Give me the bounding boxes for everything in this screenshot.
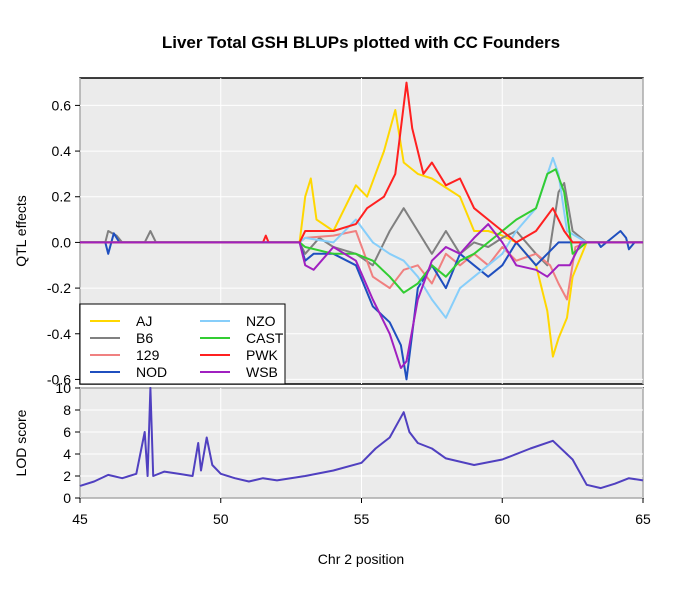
legend-label-b6: B6 bbox=[136, 330, 153, 346]
effects-y-tick-label-4: 0.2 bbox=[52, 189, 72, 205]
effects-series-pwk bbox=[80, 81, 643, 244]
legend-label-cast: CAST bbox=[246, 330, 284, 346]
legend-label-aj: AJ bbox=[136, 313, 152, 329]
effects-series-129 bbox=[80, 230, 643, 301]
x-tick-label-2: 55 bbox=[354, 511, 370, 527]
legend-label-nod: NOD bbox=[136, 364, 167, 380]
x-axis-ticks: 45 50 55 60 65 bbox=[72, 498, 651, 527]
qtl-effects-panel: -0.6 -0.4 -0.2 0.0 0.2 0.4 0.6 QTL effects AJB… bbox=[13, 77, 644, 387]
effects-y-ticks: -0.6 -0.4 -0.2 0.0 0.2 0.4 0.6 bbox=[47, 97, 80, 387]
effects-y-tick-label-1: -0.4 bbox=[47, 326, 71, 342]
lod-y-tick-label-4: 8 bbox=[63, 402, 71, 418]
effects-y-tick-label-5: 0.4 bbox=[52, 143, 72, 159]
chart-title: Liver Total GSH BLUPs plotted with CC Fo… bbox=[162, 33, 560, 52]
effects-y-axis-label: QTL effects bbox=[13, 195, 29, 267]
lod-series-0 bbox=[79, 387, 644, 490]
effects-series-nzo bbox=[80, 156, 643, 319]
lod-y-tick-label-2: 4 bbox=[63, 446, 71, 462]
effects-y-tick-label-3: 0.0 bbox=[52, 234, 72, 250]
x-tick-label-4: 65 bbox=[635, 511, 651, 527]
effects-series-wsb bbox=[80, 223, 643, 369]
lod-series-line bbox=[79, 387, 644, 490]
effects-y-tick-label-6: 0.6 bbox=[52, 97, 72, 113]
lod-y-tick-label-0: 0 bbox=[63, 490, 71, 506]
effects-series-lines bbox=[80, 81, 643, 381]
legend-label-129: 129 bbox=[136, 347, 160, 363]
x-tick-label-3: 60 bbox=[494, 511, 510, 527]
x-tick-label-1: 50 bbox=[213, 511, 229, 527]
lod-y-tick-label-5: 10 bbox=[55, 380, 71, 396]
effects-y-tick-label-2: -0.2 bbox=[47, 280, 71, 296]
effects-series-cast bbox=[80, 168, 643, 294]
lod-y-tick-label-3: 6 bbox=[63, 424, 71, 440]
effects-y-tick-label-0: -0.6 bbox=[47, 371, 71, 387]
x-axis-label: Chr 2 position bbox=[318, 551, 404, 567]
legend-label-wsb: WSB bbox=[246, 364, 278, 380]
lod-grid bbox=[79, 387, 644, 499]
lod-y-tick-label-1: 2 bbox=[63, 468, 71, 484]
lod-panel: 0 2 4 6 8 10 LOD score bbox=[13, 380, 644, 506]
legend-label-nzo: NZO bbox=[246, 313, 276, 329]
legend-label-pwk: PWK bbox=[246, 347, 279, 363]
lod-y-ticks: 0 2 4 6 8 10 bbox=[55, 380, 80, 506]
legend-box bbox=[79, 303, 286, 385]
effects-series-aj bbox=[80, 109, 643, 358]
x-tick-label-0: 45 bbox=[72, 511, 88, 527]
lod-y-axis-label: LOD score bbox=[13, 409, 29, 476]
